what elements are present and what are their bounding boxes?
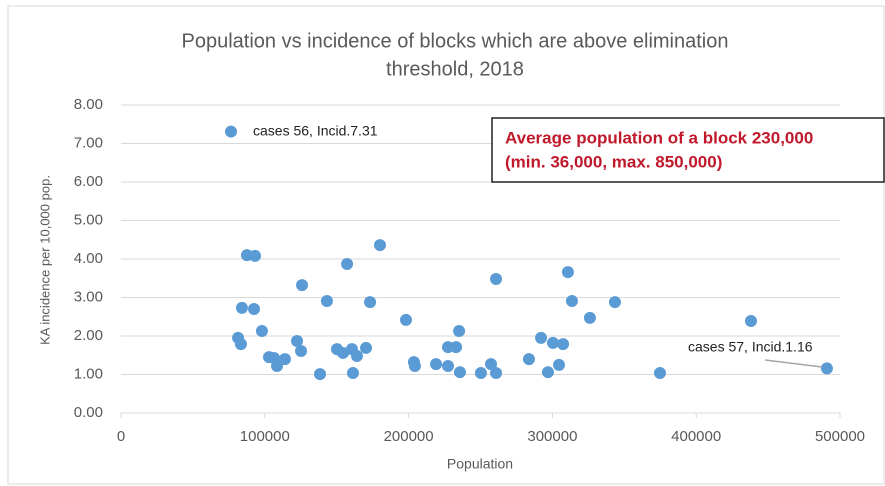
point: [442, 360, 455, 373]
x-axis-label: Population: [447, 456, 513, 472]
x-tick-label: 500000: [815, 428, 865, 445]
point: [653, 366, 666, 379]
y-tick-label: 1.00: [74, 365, 103, 382]
point: [453, 324, 466, 337]
point: [744, 314, 757, 327]
point: [314, 368, 327, 381]
point: [291, 335, 304, 348]
leader-line: [764, 359, 823, 368]
point: [248, 303, 261, 316]
point: [360, 341, 373, 354]
y-tick-label: 3.00: [74, 288, 103, 305]
point: [255, 324, 268, 337]
chart-border: [7, 5, 885, 485]
y-tick-label: 0.00: [74, 404, 103, 421]
y-tick-label: 5.00: [74, 211, 103, 228]
annotation: cases 56, Incid.7.31: [253, 123, 378, 139]
point: [541, 366, 554, 379]
point: [565, 294, 578, 307]
chart-title: threshold, 2018: [386, 58, 524, 80]
info-box-text: (min. 36,000, max. 850,000): [505, 152, 722, 171]
x-tick-label: 200000: [384, 428, 434, 445]
chart-title: Population vs incidence of blocks which …: [182, 30, 729, 52]
point: [295, 345, 308, 358]
point: [553, 358, 566, 371]
y-tick-label: 6.00: [74, 173, 103, 190]
point: [820, 362, 833, 375]
point: [278, 353, 291, 366]
x-tick-label: 100000: [240, 428, 290, 445]
annotation: cases 57, Incid.1.16: [688, 339, 813, 355]
point: [271, 360, 284, 373]
point: [450, 341, 463, 354]
point: [296, 279, 309, 292]
point: [400, 313, 413, 326]
point: [490, 273, 503, 286]
point: [484, 358, 497, 371]
y-tick-label: 8.00: [74, 96, 103, 113]
y-tick-label: 2.00: [74, 327, 103, 344]
point: [235, 301, 248, 314]
y-tick-label: 4.00: [74, 250, 103, 267]
x-tick-label: 400000: [671, 428, 721, 445]
point: [557, 338, 570, 351]
info-box: [491, 117, 885, 183]
point: [373, 239, 386, 252]
point: [522, 353, 535, 366]
point: [608, 296, 621, 309]
point: [364, 296, 377, 309]
y-tick-label: 7.00: [74, 134, 103, 151]
point: [430, 358, 443, 371]
point: [341, 258, 354, 271]
point: [234, 338, 247, 351]
point: [490, 366, 503, 379]
point: [346, 366, 359, 379]
point: [249, 249, 262, 262]
x-tick-label: 0: [117, 428, 125, 445]
info-box-text: Average population of a block 230,000: [505, 128, 813, 147]
point: [535, 331, 548, 344]
point: [546, 336, 559, 349]
x-tick-label: 300000: [527, 428, 577, 445]
point: [225, 125, 238, 138]
point: [453, 366, 466, 379]
point: [583, 311, 596, 324]
y-axis-label: KA incidence per 10,000 pop.: [37, 175, 52, 345]
point: [408, 360, 421, 373]
point: [320, 294, 333, 307]
point: [561, 266, 574, 279]
point: [350, 350, 363, 363]
point: [474, 366, 487, 379]
